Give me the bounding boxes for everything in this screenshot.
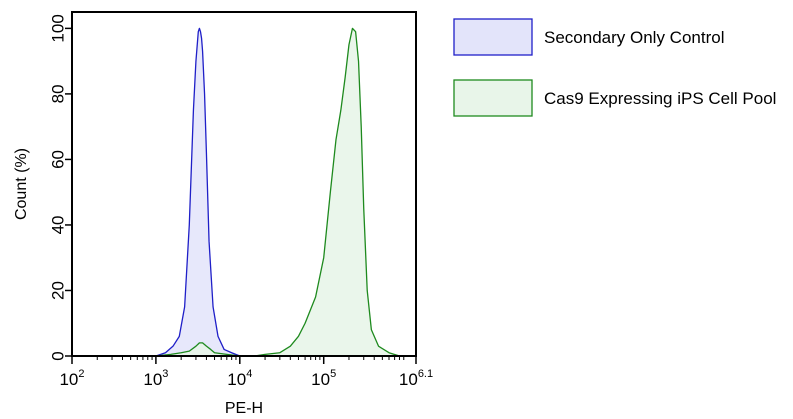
minor-ticks [96,356,405,360]
y-tick-label: 0 [48,351,67,360]
legend-swatch-1 [453,79,533,117]
x-tick-label: 103 [143,368,168,389]
y-tick-label: 60 [48,150,67,169]
x-tick-label: 102 [59,368,84,389]
legend-swatch-0 [453,18,533,56]
plot-area [155,27,400,357]
series-line-1 [155,27,400,357]
x-tick-label: 105 [311,368,336,389]
x-tick-label: 106.1 [399,368,433,389]
legend-label-0: Secondary Only Control [544,28,724,47]
y-tick-label: 20 [48,281,67,300]
series-area-1 [155,28,400,356]
x-tick-label: 104 [227,368,252,389]
y-axis-ticks: 0 20 40 60 80 100 [48,14,72,361]
y-axis-title: Count (%) [13,148,30,220]
x-axis-ticks: 102 103 104 105 106.1 [59,356,433,389]
legend: Secondary Only Control Cas9 Expressing iP… [453,18,776,117]
y-tick-label: 80 [48,84,67,103]
y-tick-label: 40 [48,215,67,234]
series-line-0 [155,27,247,357]
legend-label-1: Cas9 Expressing iPS Cell Pool [544,89,776,108]
y-tick-label: 100 [48,14,67,42]
series-area-0 [155,28,247,356]
plot-frame [71,11,417,357]
x-axis-title: PE-H [225,400,263,417]
